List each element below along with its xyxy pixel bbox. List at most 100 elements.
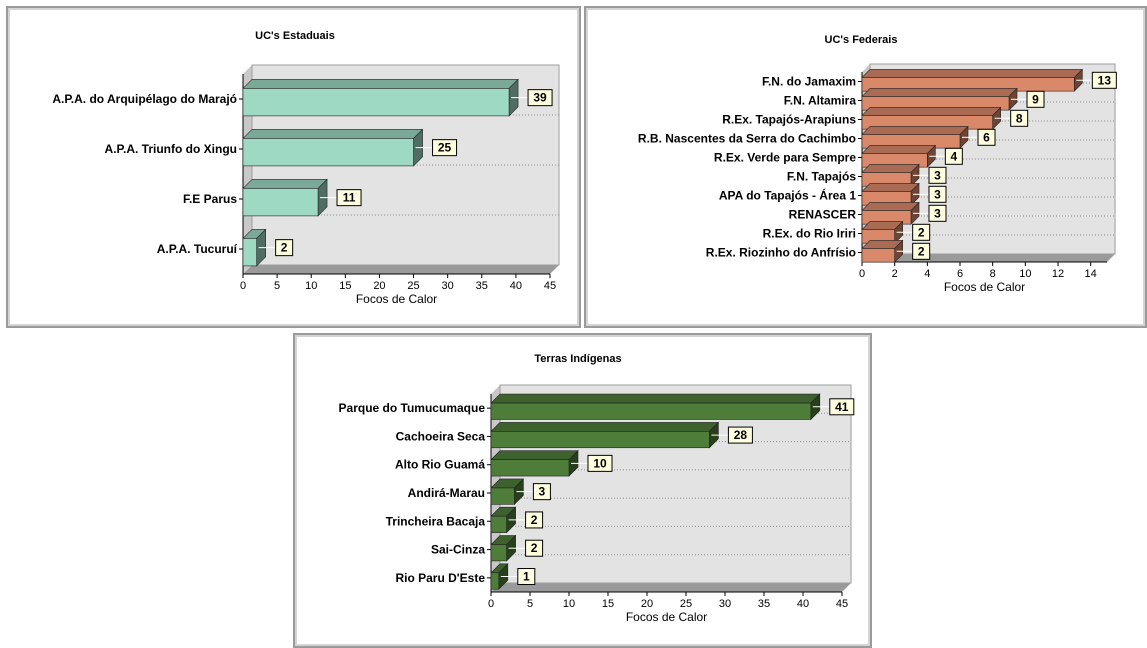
category-label: Parque do Tumucumaque	[339, 401, 486, 415]
bar-top	[242, 129, 424, 139]
x-tick-label: 35	[476, 280, 488, 292]
value-label: 1	[523, 570, 530, 584]
plot-floor	[243, 265, 559, 274]
value-label: 2	[281, 241, 288, 255]
value-label: 11	[343, 191, 356, 205]
value-label: 25	[438, 141, 452, 155]
chart-ucs-estaduais: UC's Estaduais 0 5 10 15 20 25 30 35 40 45 Focos de…	[52, 30, 560, 306]
category-label: F.N. Tapajós	[787, 170, 856, 184]
bar-top	[861, 183, 920, 192]
category-label: Andirá-Marau	[408, 486, 485, 500]
x-axis-label: Focos de Calor	[356, 292, 437, 306]
x-tick-label: 45	[544, 280, 556, 292]
x-tick-label: 4	[924, 268, 930, 280]
x-tick-label: 5	[527, 598, 533, 610]
chart-panel-ucs-estaduais: UC's Estaduais 0 5 10 15 20 25 30 35 40 45 Focos de…	[6, 6, 581, 328]
bar-top	[861, 202, 920, 211]
x-tick-label: 25	[680, 598, 692, 610]
value-label: 8	[1016, 111, 1023, 125]
bar	[490, 402, 812, 420]
bar	[242, 188, 319, 217]
value-label-box	[1010, 109, 1029, 127]
x-tick-label: 2	[892, 268, 898, 280]
bar-top	[861, 145, 937, 154]
value-label-box	[1091, 71, 1117, 89]
bar-top	[861, 126, 969, 135]
bar-top	[861, 88, 1018, 97]
bar-top	[490, 450, 579, 460]
plot-floor	[491, 583, 851, 592]
category-label: A.P.A. Triunfo do Xingu	[105, 142, 237, 156]
bar	[242, 238, 257, 267]
chart-ucs-federais: UC's Federais 0 2 4 6 8 10 12 14 Focos de Calor F.…	[638, 34, 1117, 294]
bar-top	[242, 79, 519, 89]
plot-left-wall	[243, 65, 252, 274]
category-label: Alto Rio Guamá	[395, 458, 485, 472]
bar	[490, 459, 570, 477]
category-label: RENASCER	[789, 208, 857, 222]
value-label-box	[336, 189, 362, 207]
value-label-box	[432, 139, 458, 157]
x-tick-label: 45	[836, 598, 848, 610]
bar	[490, 544, 507, 562]
x-tick-label: 8	[990, 268, 996, 280]
value-label: 3	[539, 485, 546, 499]
value-label: 2	[531, 513, 538, 527]
value-label-box	[517, 568, 536, 586]
x-tick-label: 15	[339, 280, 351, 292]
x-tick-label: 10	[1019, 268, 1031, 280]
bar	[861, 248, 895, 263]
category-label: F.N. do Jamaxim	[762, 75, 856, 89]
bar	[490, 572, 500, 590]
chart-title: UC's Estaduais	[255, 30, 335, 42]
value-label-box	[525, 539, 544, 557]
value-label: 39	[533, 91, 547, 105]
value-label: 3	[934, 168, 941, 182]
x-tick-label: 30	[442, 280, 454, 292]
value-label-box	[587, 454, 613, 472]
category-label: R.Ex. Verde para Sempre	[714, 151, 856, 165]
category-label: A.P.A. do Arquipélago do Marajó	[52, 92, 237, 106]
chart-title: UC's Federais	[825, 34, 898, 46]
x-tick-label: 6	[957, 268, 963, 280]
x-axis-label: Focos de Calor	[626, 610, 707, 624]
bar	[490, 515, 507, 533]
chart-panel-terras-indigenas: Terras Indígenas 0 5 10 15 20 25 30 35 40 45 Focos …	[293, 333, 872, 648]
x-tick-label: 14	[1085, 268, 1097, 280]
bar	[242, 88, 510, 117]
value-label: 4	[950, 149, 957, 163]
x-tick-label: 15	[602, 598, 614, 610]
value-label-box	[525, 511, 544, 529]
value-label: 2	[918, 244, 925, 258]
category-label: R.B. Nascentes da Serra do Cachimbo	[638, 132, 856, 146]
x-tick-label: 12	[1052, 268, 1064, 280]
chart-title: Terras Indígenas	[534, 353, 621, 365]
value-label-box	[977, 128, 996, 146]
x-tick-label: 20	[641, 598, 653, 610]
x-tick-label: 35	[758, 598, 770, 610]
value-label: 2	[918, 225, 925, 239]
value-label-box	[275, 239, 294, 257]
value-label-box	[944, 147, 963, 165]
value-label: 10	[593, 456, 607, 470]
value-label-box	[928, 166, 947, 184]
category-label: Cachoeira Seca	[396, 429, 486, 443]
x-tick-label: 40	[510, 280, 522, 292]
bar-top	[490, 393, 821, 404]
bar-top	[861, 107, 1002, 116]
value-label: 41	[835, 400, 849, 414]
chart-terras-indigenas: Terras Indígenas 0 5 10 15 20 25 30 35 40 45 Focos …	[339, 353, 855, 624]
value-label-box	[912, 223, 931, 241]
x-axis-label: Focos de Calor	[944, 280, 1025, 294]
chart-panel-ucs-federais: UC's Federais 0 2 4 6 8 10 12 14 Focos de Calor F.…	[584, 6, 1147, 328]
x-tick-label: 5	[274, 280, 280, 292]
category-label: R.Ex. Riozinho do Anfrísio	[706, 246, 856, 260]
value-label-box	[912, 242, 931, 260]
bar-top	[490, 422, 720, 432]
category-label: R.Ex. do Rio Iriri	[763, 227, 856, 241]
category-label: F.N. Altamira	[784, 94, 857, 108]
bar	[490, 487, 515, 505]
x-tick-label: 10	[563, 598, 575, 610]
value-label-box	[727, 426, 753, 444]
x-tick-label: 25	[407, 280, 419, 292]
